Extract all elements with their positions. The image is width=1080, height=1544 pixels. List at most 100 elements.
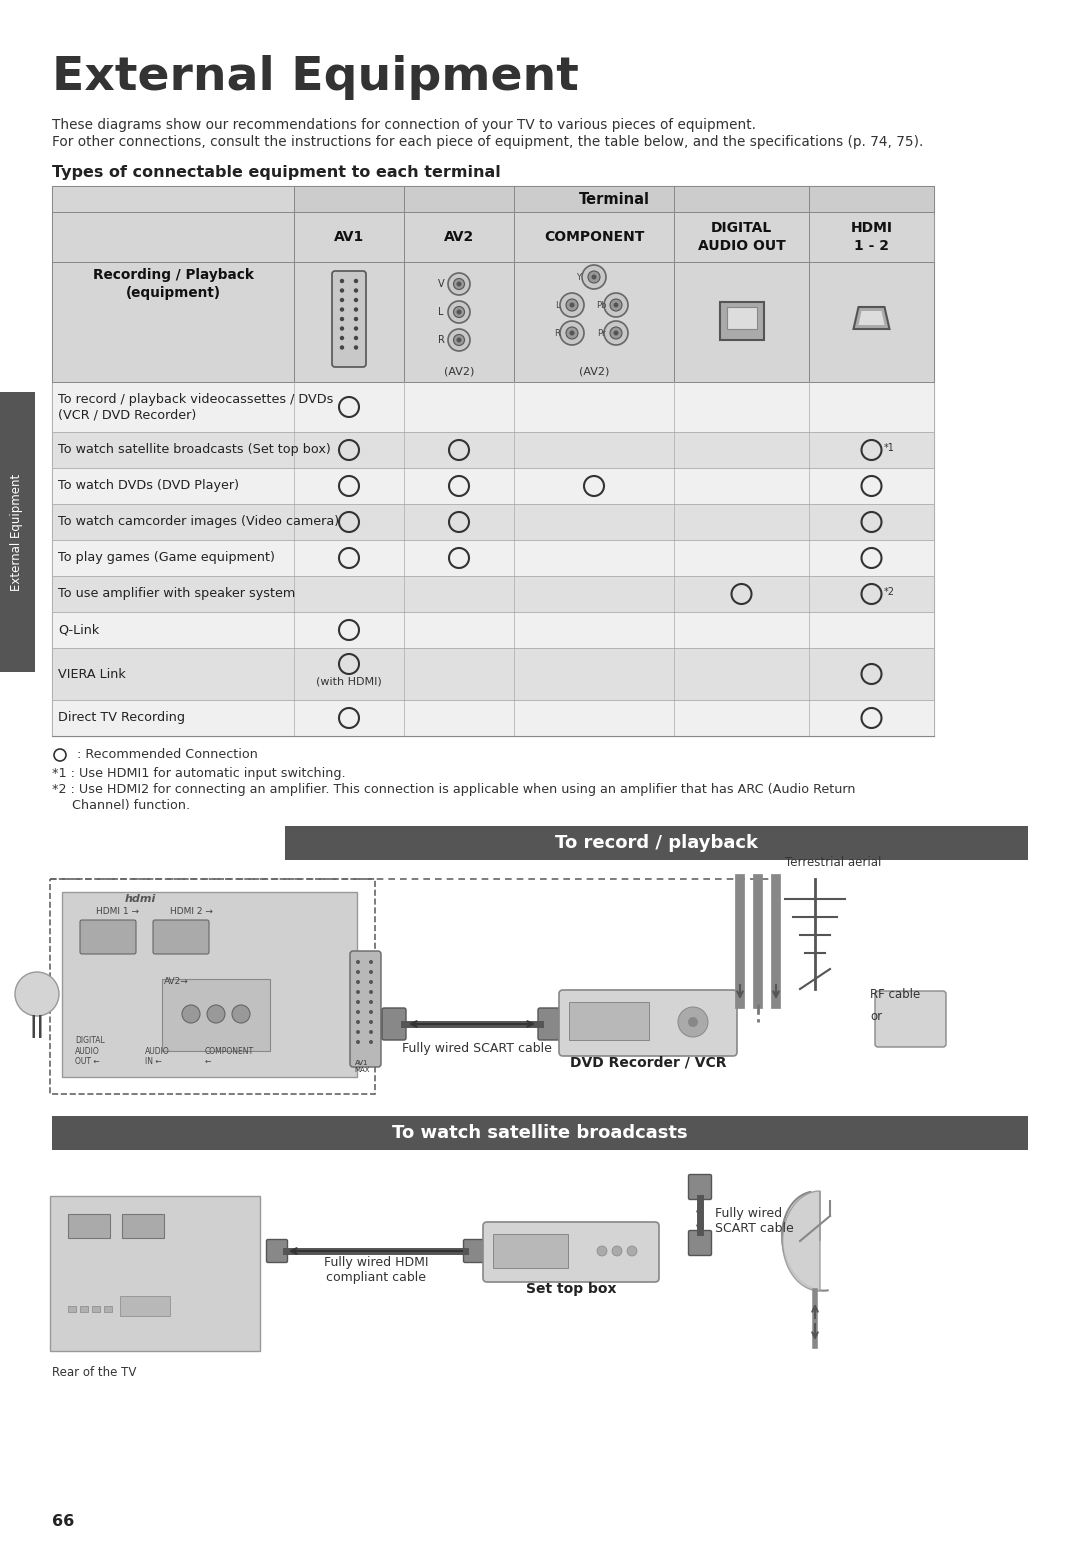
Circle shape xyxy=(678,1007,708,1038)
Circle shape xyxy=(454,307,464,318)
Text: (AV2): (AV2) xyxy=(579,367,609,377)
Text: Terrestrial aerial: Terrestrial aerial xyxy=(785,855,881,869)
FancyBboxPatch shape xyxy=(689,1175,712,1200)
Circle shape xyxy=(448,301,470,323)
Circle shape xyxy=(340,307,345,312)
Text: *1 : Use HDMI1 for automatic input switching.: *1 : Use HDMI1 for automatic input switc… xyxy=(52,766,346,780)
Circle shape xyxy=(356,990,360,994)
Circle shape xyxy=(369,1030,373,1034)
Circle shape xyxy=(457,338,461,343)
Bar xyxy=(285,826,1028,860)
Circle shape xyxy=(561,321,584,344)
Text: Direct TV Recording: Direct TV Recording xyxy=(58,712,185,724)
Text: To record / playback: To record / playback xyxy=(555,834,758,852)
Circle shape xyxy=(369,960,373,963)
Text: COMPONENT: COMPONENT xyxy=(544,230,644,244)
Text: Terminal: Terminal xyxy=(579,191,649,207)
Text: To watch satellite broadcasts (Set top box): To watch satellite broadcasts (Set top b… xyxy=(58,443,330,457)
Bar xyxy=(52,540,934,576)
Text: Pb: Pb xyxy=(596,301,606,309)
Bar xyxy=(52,1116,1028,1150)
Bar xyxy=(68,1214,110,1238)
Text: External Equipment: External Equipment xyxy=(11,474,24,591)
FancyBboxPatch shape xyxy=(153,920,210,954)
FancyBboxPatch shape xyxy=(463,1240,485,1263)
Bar xyxy=(52,699,934,736)
FancyBboxPatch shape xyxy=(538,1008,562,1041)
Circle shape xyxy=(356,1010,360,1014)
Text: R: R xyxy=(437,335,445,344)
Polygon shape xyxy=(859,310,885,324)
Text: RF cable: RF cable xyxy=(870,988,920,1001)
Circle shape xyxy=(340,346,345,349)
Text: HDMI
1 - 2: HDMI 1 - 2 xyxy=(851,221,892,253)
Bar xyxy=(62,892,357,1078)
Circle shape xyxy=(613,330,619,335)
Text: Rear of the TV: Rear of the TV xyxy=(52,1366,136,1379)
Circle shape xyxy=(610,300,622,310)
Bar xyxy=(727,307,756,329)
Circle shape xyxy=(448,329,470,350)
Polygon shape xyxy=(783,1190,820,1291)
FancyBboxPatch shape xyxy=(267,1240,287,1263)
Circle shape xyxy=(369,1041,373,1044)
Bar xyxy=(514,262,674,381)
Text: DIGITAL
AUDIO
OUT ←: DIGITAL AUDIO OUT ← xyxy=(75,1036,105,1065)
Text: Fully wired
SCART cable: Fully wired SCART cable xyxy=(715,1207,794,1235)
Bar xyxy=(50,879,375,1095)
Circle shape xyxy=(340,335,345,340)
Circle shape xyxy=(354,298,359,303)
Circle shape xyxy=(454,335,464,346)
Text: (with HDMI): (with HDMI) xyxy=(316,676,382,687)
Text: To record / playback videocassettes / DVDs: To record / playback videocassettes / DV… xyxy=(58,392,334,406)
Bar xyxy=(50,1197,260,1351)
Text: 66: 66 xyxy=(52,1515,75,1530)
Bar xyxy=(52,468,934,503)
Circle shape xyxy=(354,317,359,321)
FancyBboxPatch shape xyxy=(689,1231,712,1255)
Bar xyxy=(68,1306,76,1312)
Text: Y: Y xyxy=(577,272,581,281)
Circle shape xyxy=(354,346,359,349)
Circle shape xyxy=(354,307,359,312)
Circle shape xyxy=(356,1021,360,1024)
Text: To watch DVDs (DVD Player): To watch DVDs (DVD Player) xyxy=(58,480,239,493)
Circle shape xyxy=(457,309,461,315)
Circle shape xyxy=(354,326,359,330)
Text: hdmi: hdmi xyxy=(124,894,156,903)
Text: To use amplifier with speaker system: To use amplifier with speaker system xyxy=(58,588,295,601)
Circle shape xyxy=(356,1001,360,1004)
Circle shape xyxy=(340,279,345,283)
Text: or: or xyxy=(870,1010,882,1024)
Circle shape xyxy=(454,278,464,290)
Circle shape xyxy=(588,272,600,283)
FancyBboxPatch shape xyxy=(875,991,946,1047)
Text: AV1: AV1 xyxy=(334,230,364,244)
Circle shape xyxy=(613,303,619,307)
Circle shape xyxy=(356,980,360,984)
Circle shape xyxy=(566,300,578,310)
Bar xyxy=(809,262,934,381)
Text: HDMI 2 →: HDMI 2 → xyxy=(170,906,213,916)
Text: Q-Link: Q-Link xyxy=(58,624,99,636)
Circle shape xyxy=(604,321,627,344)
Bar xyxy=(294,185,934,212)
Text: DIGITAL
AUDIO OUT: DIGITAL AUDIO OUT xyxy=(698,221,785,253)
Text: Fully wired SCART cable: Fully wired SCART cable xyxy=(402,1042,552,1055)
Circle shape xyxy=(612,1246,622,1255)
Text: To watch camcorder images (Video camera): To watch camcorder images (Video camera) xyxy=(58,516,339,528)
FancyBboxPatch shape xyxy=(382,1008,406,1041)
Text: (AV2): (AV2) xyxy=(444,367,474,377)
Circle shape xyxy=(340,298,345,303)
Circle shape xyxy=(354,279,359,283)
FancyBboxPatch shape xyxy=(559,990,737,1056)
Text: : Recommended Connection: : Recommended Connection xyxy=(73,749,258,761)
Text: COMPONENT
←: COMPONENT ← xyxy=(205,1047,254,1065)
FancyBboxPatch shape xyxy=(80,920,136,954)
Bar xyxy=(52,576,934,611)
Text: These diagrams show our recommendations for connection of your TV to various pie: These diagrams show our recommendations … xyxy=(52,117,756,131)
Text: AV2: AV2 xyxy=(444,230,474,244)
Bar xyxy=(80,1306,87,1312)
Circle shape xyxy=(369,1021,373,1024)
Text: External Equipment: External Equipment xyxy=(52,56,579,100)
